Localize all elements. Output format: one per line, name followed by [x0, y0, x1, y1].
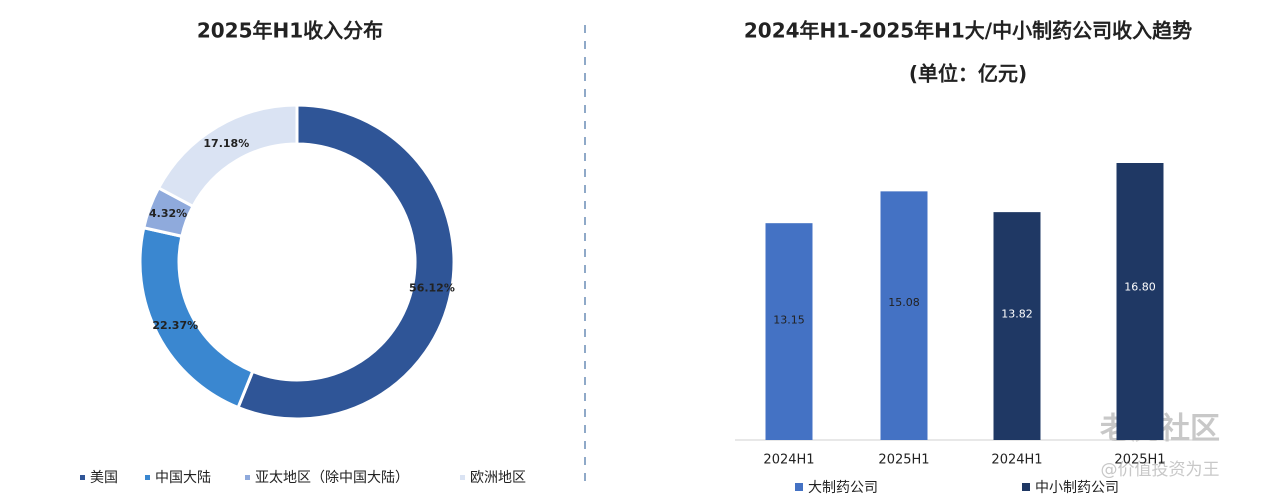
- slice-label: 56.12%: [409, 281, 455, 294]
- watermark-author: @价值投资为王: [1101, 460, 1220, 480]
- legend-swatch: [460, 475, 465, 480]
- legend-label: 亚太地区（除中国大陆）: [255, 470, 409, 486]
- legend-label: 中国大陆: [155, 470, 211, 486]
- donut-slice: [156, 103, 299, 209]
- bar-label: 13.82: [1001, 308, 1033, 321]
- legend-swatch: [1022, 483, 1030, 491]
- bar: [880, 191, 928, 440]
- legend-label: 大制药公司: [808, 480, 878, 496]
- legend-swatch: [795, 483, 803, 491]
- donut-title: 2025年H1收入分布: [197, 19, 383, 43]
- slice-label: 17.18%: [203, 137, 249, 150]
- bar: [765, 223, 813, 440]
- donut-slice: [236, 103, 456, 421]
- slice-label: 4.32%: [149, 207, 187, 220]
- legend-label: 中小制药公司: [1035, 480, 1119, 496]
- donut-slice: [138, 225, 255, 410]
- bar: [1116, 163, 1164, 440]
- legend-swatch: [145, 475, 150, 480]
- x-tick-label: 2024H1: [763, 453, 814, 468]
- x-tick-label: 2025H1: [878, 453, 929, 468]
- legend-label: 美国: [90, 470, 118, 486]
- bar-label: 16.80: [1124, 281, 1156, 294]
- legend-swatch: [245, 475, 250, 480]
- x-tick-label: 2024H1: [991, 453, 1042, 468]
- x-tick-label: 2025H1: [1114, 453, 1165, 468]
- bar: [993, 212, 1041, 440]
- slice-label: 22.37%: [152, 319, 198, 332]
- bar-title: 2024年H1-2025年H1大/中小制药公司收入趋势: [744, 19, 1192, 43]
- bar-label: 15.08: [888, 296, 920, 309]
- legend-swatch: [80, 475, 85, 480]
- bar-subtitle: (单位：亿元): [909, 62, 1027, 86]
- bar-label: 13.15: [773, 314, 805, 327]
- legend-label: 欧洲地区: [470, 470, 526, 486]
